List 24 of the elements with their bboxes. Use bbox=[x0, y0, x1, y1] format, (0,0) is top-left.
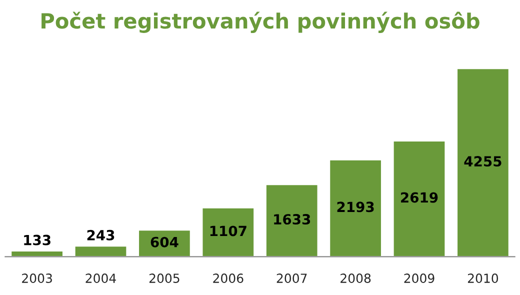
data-label: 4255 bbox=[464, 156, 502, 167]
bar bbox=[392, 140, 446, 257]
bar bbox=[10, 250, 64, 257]
x-tick-label: 2008 bbox=[340, 274, 371, 283]
chart-title: Počet registrovaných povinných osôb bbox=[42, 12, 480, 33]
data-label: 1633 bbox=[274, 214, 310, 225]
data-label: 133 bbox=[24, 234, 50, 246]
data-label: 604 bbox=[150, 236, 178, 248]
x-tick-label: 2007 bbox=[276, 274, 307, 283]
bar bbox=[201, 206, 255, 257]
x-tick-label: 2010 bbox=[468, 274, 498, 283]
x-tick-label: 2004 bbox=[86, 274, 116, 283]
bar bbox=[328, 158, 382, 257]
bar bbox=[265, 184, 319, 257]
data-label: 2619 bbox=[401, 192, 438, 203]
bar bbox=[74, 245, 128, 257]
data-label: 243 bbox=[87, 230, 114, 240]
data-label: 1107 bbox=[210, 226, 246, 236]
x-tick-label: 2006 bbox=[213, 274, 244, 283]
data-label: 2193 bbox=[337, 202, 374, 212]
x-tick-label: 2009 bbox=[404, 274, 434, 283]
bar bbox=[456, 68, 510, 257]
x-tick-label: 2003 bbox=[22, 274, 52, 283]
x-tick-label: 2005 bbox=[149, 274, 180, 283]
